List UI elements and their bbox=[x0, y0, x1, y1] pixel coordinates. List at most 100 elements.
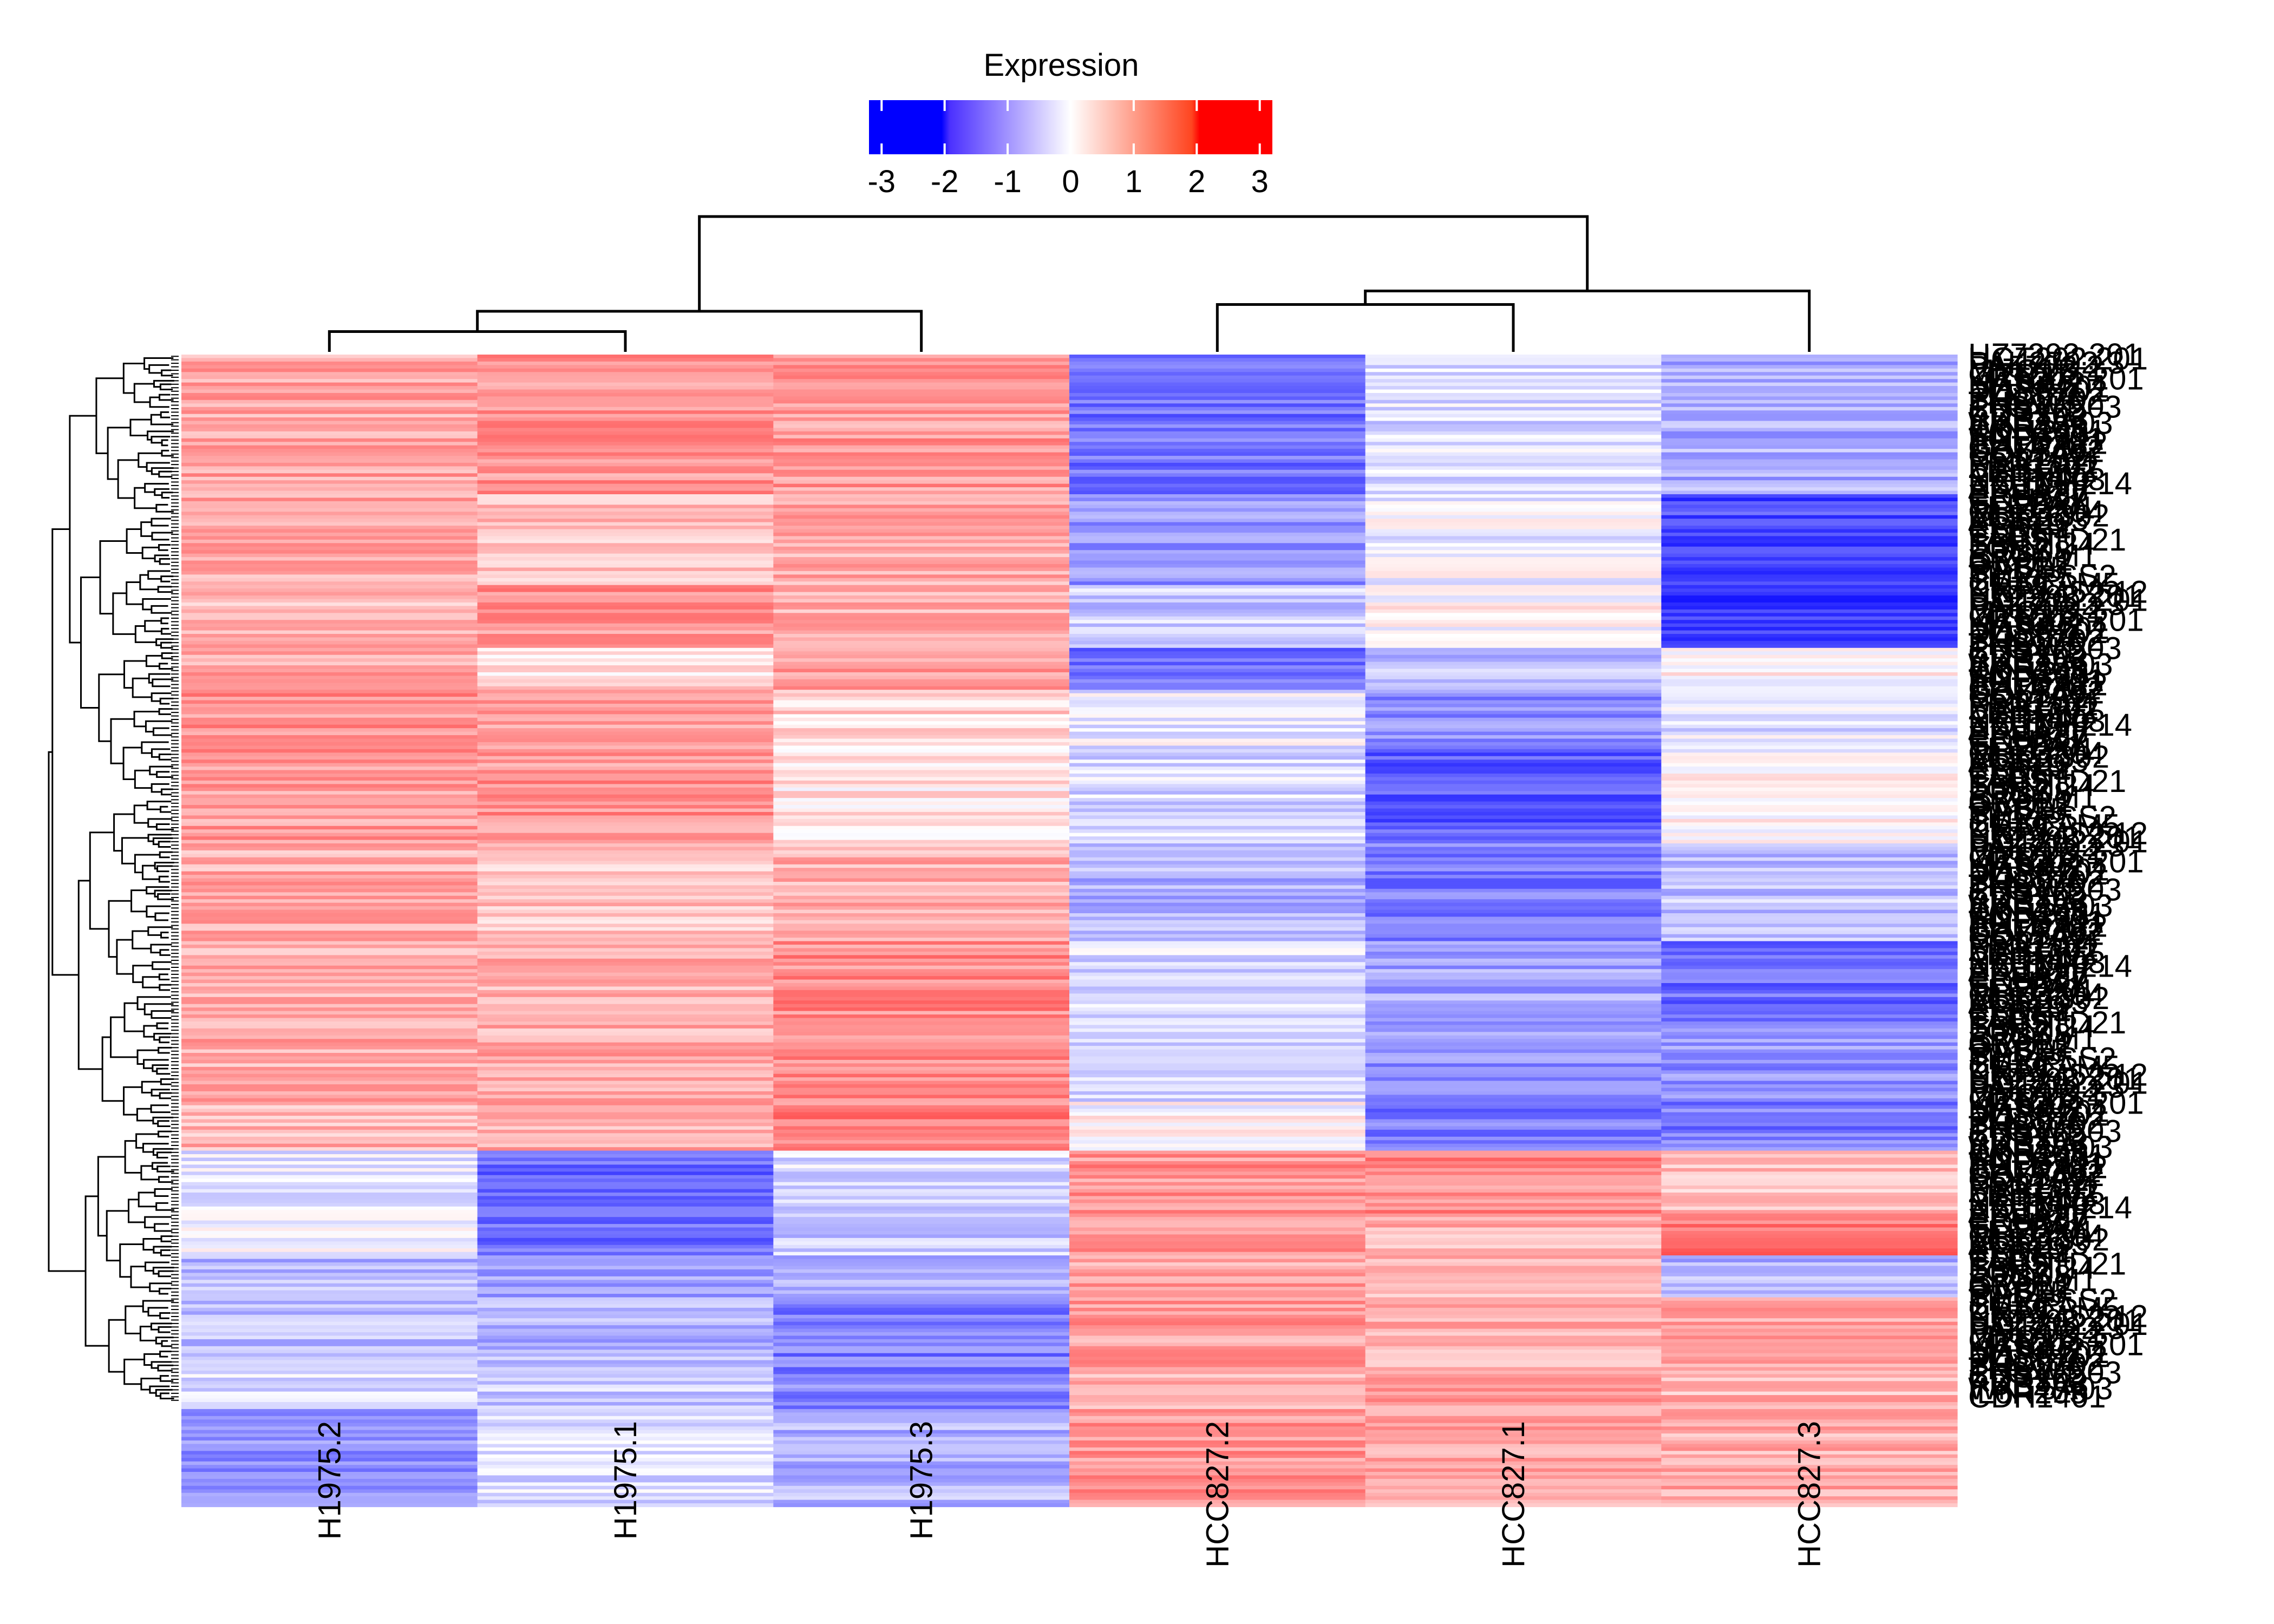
heatmap-cell bbox=[773, 1290, 1070, 1294]
heatmap-cell bbox=[1661, 724, 1958, 729]
heatmap-cell bbox=[1069, 759, 1366, 764]
heatmap-cell bbox=[1069, 1381, 1366, 1385]
heatmap-cell bbox=[773, 1220, 1070, 1224]
heatmap-cell bbox=[477, 1475, 774, 1479]
heatmap-cell bbox=[477, 1066, 774, 1071]
heatmap-cell bbox=[773, 1364, 1070, 1368]
heatmap-cell bbox=[1365, 972, 1662, 977]
heatmap-cell bbox=[1661, 854, 1958, 858]
heatmap-cell bbox=[773, 1000, 1070, 1005]
heatmap-cell bbox=[477, 536, 774, 540]
dendrogram-branch bbox=[133, 383, 154, 403]
heatmap-cell bbox=[477, 505, 774, 509]
heatmap-cell bbox=[1069, 1255, 1366, 1260]
heatmap-cell bbox=[477, 640, 774, 645]
heatmap-cell bbox=[181, 526, 478, 530]
heatmap-cell bbox=[181, 948, 478, 952]
heatmap-cell bbox=[1365, 752, 1662, 757]
heatmap-cell bbox=[477, 1311, 774, 1315]
row-label: TFF1201 bbox=[1968, 1214, 2095, 1249]
heatmap-cell bbox=[773, 462, 1070, 467]
heatmap-cell bbox=[477, 1416, 774, 1420]
heatmap-cell bbox=[181, 574, 478, 579]
heatmap-cell bbox=[1069, 501, 1366, 505]
heatmap-cell bbox=[477, 1095, 774, 1099]
heatmap-cell bbox=[477, 410, 774, 415]
heatmap-cell bbox=[1661, 759, 1958, 764]
row-label: KRT8 bbox=[1968, 812, 2048, 847]
heatmap-cell bbox=[1365, 1220, 1662, 1224]
heatmap-cell bbox=[1661, 1059, 1958, 1064]
heatmap-cell bbox=[1069, 1088, 1366, 1092]
heatmap-cell bbox=[1661, 861, 1958, 865]
heatmap-cell bbox=[1661, 707, 1958, 711]
heatmap-cell bbox=[773, 442, 1070, 446]
heatmap-cell bbox=[1661, 1370, 1958, 1374]
heatmap-cell bbox=[773, 546, 1070, 551]
row-label: PRSS8 bbox=[1968, 534, 2071, 569]
heatmap-cell bbox=[773, 1367, 1070, 1371]
column-label: H1975.1 bbox=[608, 1421, 643, 1540]
heatmap-cell bbox=[1365, 815, 1662, 820]
heatmap-cell bbox=[477, 843, 774, 848]
heatmap-cell bbox=[477, 375, 774, 379]
row-label: ERBB37 bbox=[1968, 478, 2088, 513]
heatmap-cell bbox=[181, 1496, 478, 1501]
heatmap-cell bbox=[1661, 1035, 1958, 1039]
heatmap-cell bbox=[1661, 1283, 1958, 1287]
row-label: ERBB37 bbox=[1968, 961, 2088, 996]
heatmap-cell bbox=[1069, 634, 1366, 638]
heatmap-cell bbox=[1661, 1353, 1958, 1357]
heatmap-cell bbox=[1069, 861, 1366, 865]
row-label: FZD801 bbox=[1968, 619, 2082, 654]
heatmap-cell bbox=[181, 1426, 478, 1431]
heatmap-cell bbox=[181, 372, 478, 376]
heatmap-cell bbox=[773, 1175, 1070, 1179]
heatmap-cell bbox=[1365, 1021, 1662, 1025]
heatmap-cell bbox=[181, 1276, 478, 1280]
heatmap-cell bbox=[773, 1213, 1070, 1217]
heatmap-cell bbox=[1661, 379, 1958, 383]
heatmap-cell bbox=[181, 438, 478, 442]
heatmap-cell bbox=[773, 1088, 1070, 1092]
heatmap-cell bbox=[1069, 958, 1366, 962]
heatmap-cell bbox=[477, 560, 774, 565]
heatmap-cell bbox=[1365, 361, 1662, 365]
heatmap-cell bbox=[1661, 1073, 1958, 1078]
heatmap-cell bbox=[477, 1077, 774, 1082]
heatmap-cell bbox=[1365, 501, 1662, 505]
dendrogram-branch bbox=[152, 961, 172, 970]
dendrogram-branch bbox=[146, 462, 170, 472]
row-label: CDS1.1 bbox=[1968, 394, 2078, 429]
heatmap-cell bbox=[1365, 756, 1662, 760]
heatmap-cell bbox=[1069, 934, 1366, 938]
heatmap-cell bbox=[477, 704, 774, 708]
heatmap-cell bbox=[1365, 1276, 1662, 1280]
heatmap-cell bbox=[477, 888, 774, 893]
heatmap-cell bbox=[773, 724, 1070, 729]
heatmap-cell bbox=[477, 487, 774, 492]
heatmap-cell bbox=[1365, 1478, 1662, 1483]
heatmap-cell bbox=[1661, 976, 1958, 980]
heatmap-cell bbox=[773, 512, 1070, 516]
dendrogram-branch bbox=[143, 1003, 174, 1016]
heatmap-cell bbox=[1069, 368, 1366, 372]
heatmap-cell bbox=[773, 700, 1070, 704]
heatmap-cell bbox=[1661, 1007, 1958, 1012]
heatmap-cell bbox=[181, 1391, 478, 1396]
heatmap-cell bbox=[1661, 442, 1958, 446]
heatmap-cell bbox=[477, 623, 774, 627]
heatmap-cell bbox=[181, 483, 478, 488]
heatmap-cell bbox=[1069, 1412, 1366, 1417]
heatmap-cell bbox=[1069, 578, 1366, 582]
heatmap-cell bbox=[1365, 1269, 1662, 1273]
heatmap-cell bbox=[1365, 1489, 1662, 1494]
heatmap-cell bbox=[477, 1248, 774, 1253]
heatmap-cell bbox=[477, 515, 774, 519]
heatmap-cell bbox=[1365, 1444, 1662, 1448]
heatmap-cell bbox=[181, 1007, 478, 1012]
heatmap-cell bbox=[773, 519, 1070, 523]
heatmap-cell bbox=[773, 1018, 1070, 1022]
heatmap-cell bbox=[477, 847, 774, 851]
heatmap-cell bbox=[477, 1364, 774, 1368]
